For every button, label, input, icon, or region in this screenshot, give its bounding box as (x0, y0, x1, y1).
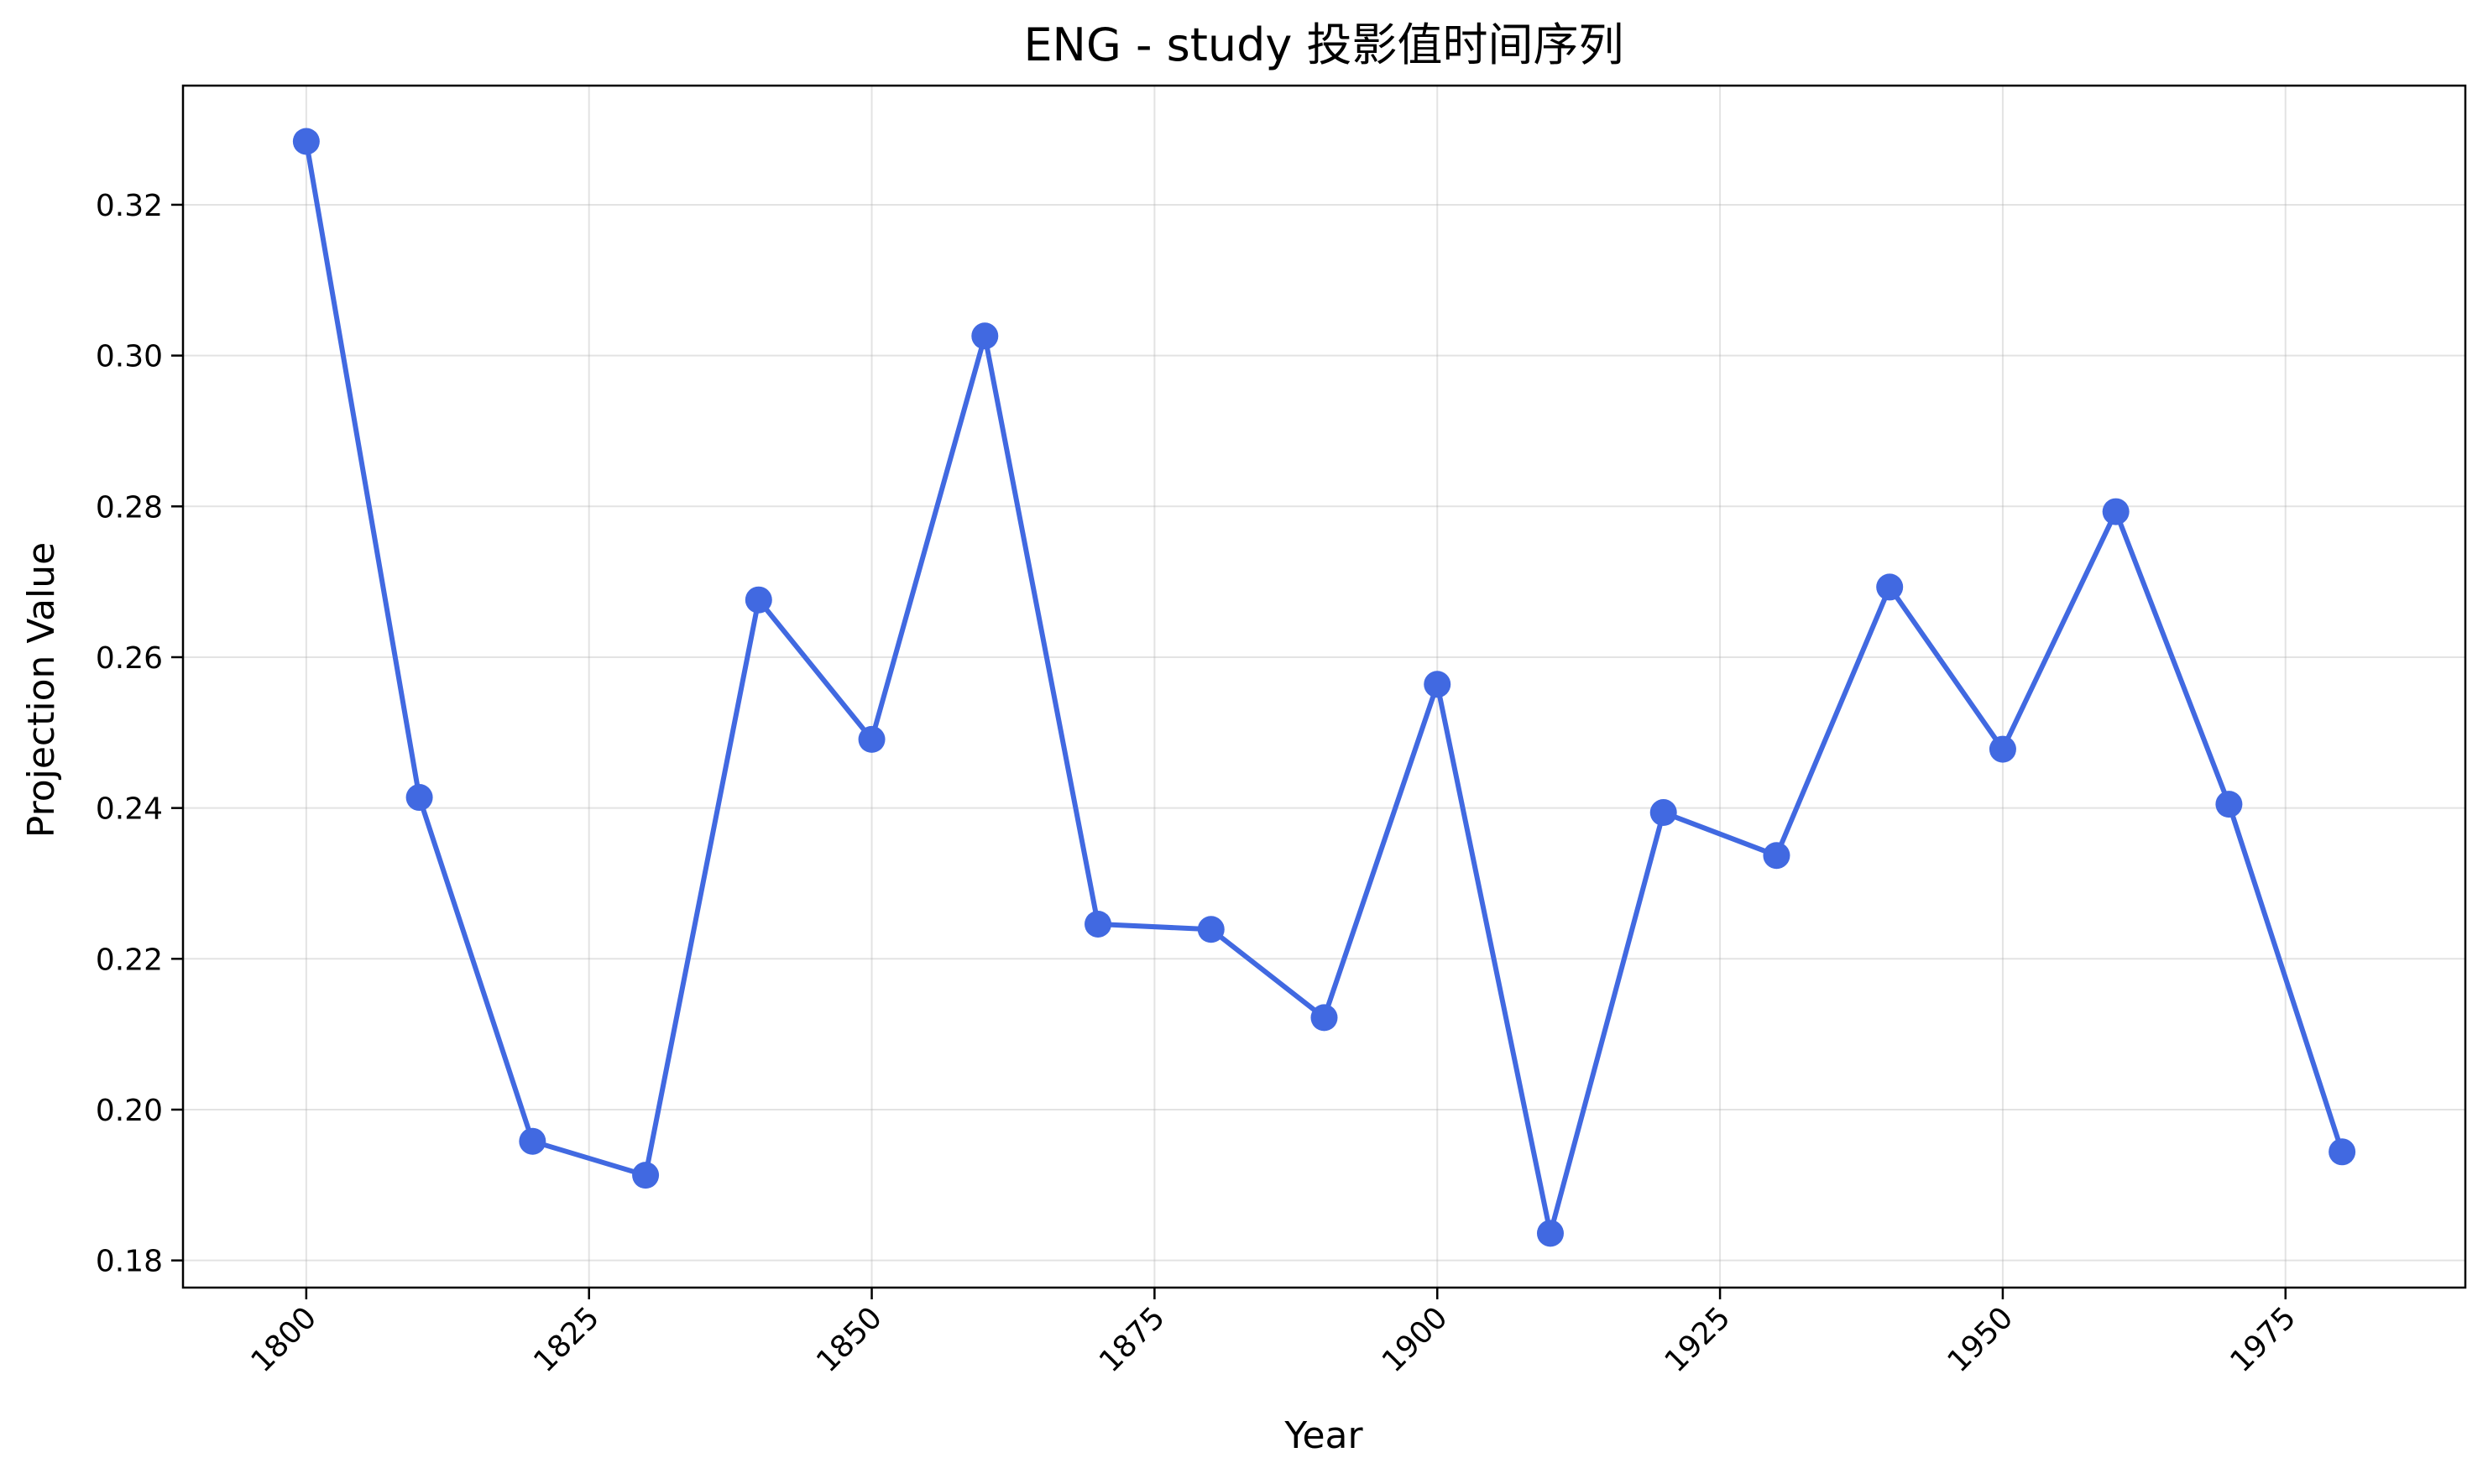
data-point (1536, 1220, 1564, 1247)
data-point (858, 725, 886, 753)
y-tick-label: 0.30 (96, 340, 163, 374)
y-tick-label: 0.22 (96, 943, 163, 977)
data-point (1197, 916, 1225, 943)
y-tick-label: 0.18 (96, 1245, 163, 1279)
data-point (2329, 1138, 2356, 1166)
y-tick-label: 0.28 (96, 490, 163, 525)
data-point (519, 1127, 546, 1155)
data-point (405, 784, 433, 812)
grid (183, 86, 2465, 1288)
data-point (632, 1162, 660, 1189)
data-point (2102, 498, 2130, 525)
data-point (1763, 842, 1790, 870)
data-point (1310, 1004, 1338, 1032)
data-point (1876, 573, 1904, 601)
x-axis-label: Year (1283, 1414, 1363, 1457)
series (292, 128, 2356, 1247)
data-point (1649, 799, 1677, 827)
y-tick-label: 0.32 (96, 189, 163, 223)
data-point (1085, 910, 1112, 938)
y-tick-label: 0.26 (96, 641, 163, 676)
chart-title: ENG - study 投影值时间序列 (1023, 18, 1623, 71)
data-point (2215, 791, 2243, 818)
data-point (292, 128, 320, 155)
data-point (1989, 735, 2016, 763)
plot-frame (181, 84, 2467, 1289)
y-axis-label: Projection Value (20, 542, 63, 838)
data-point (745, 586, 772, 614)
y-tick-label: 0.20 (96, 1094, 163, 1128)
y-tick-label: 0.24 (96, 792, 163, 827)
data-point (1424, 671, 1451, 698)
data-point (971, 322, 999, 350)
